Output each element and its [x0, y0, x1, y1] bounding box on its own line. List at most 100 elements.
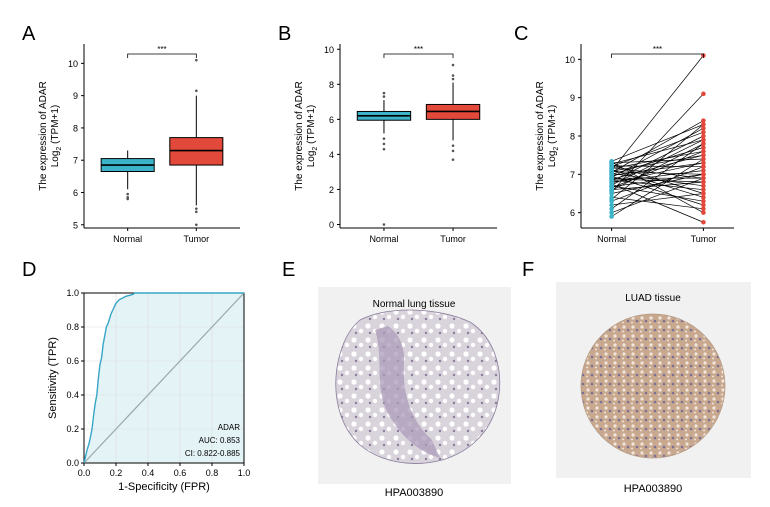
panel-label-d: D [22, 259, 36, 281]
x-tick-label: Normal [113, 234, 142, 244]
y-tick-label: 7 [73, 156, 78, 166]
tumor-point [701, 160, 706, 166]
normal-point [609, 202, 614, 208]
pair-line [611, 164, 704, 194]
outlier-point [126, 192, 129, 196]
y-tick-label: 9 [570, 93, 575, 103]
normal-point [609, 210, 614, 215]
normal-point [609, 159, 614, 164]
legend-title: ADAR [218, 423, 240, 432]
tissue-panel-e: Normal lung tissue HPA003890 [318, 287, 511, 499]
tissue-title-f: LUAD tissue [625, 293, 681, 304]
outlier-point [382, 91, 386, 95]
y-tick-label: 0.0 [66, 458, 79, 468]
tumor-point [701, 168, 706, 173]
outlier-point [382, 95, 386, 98]
normal-point [609, 168, 614, 174]
x-tick-label: Tumor [440, 234, 466, 244]
pair-line [611, 120, 704, 173]
y-axis-label-log-sub: 2 [56, 147, 63, 151]
x-tick-label: 0.2 [110, 468, 123, 478]
pair-line [611, 139, 704, 186]
y-tick-label: 10 [68, 59, 78, 69]
y-tick-label: 8 [570, 132, 575, 142]
outlier-point [195, 89, 198, 93]
pair-line [611, 175, 704, 206]
y-tick-label: 7 [570, 170, 575, 180]
tumor-point [701, 156, 706, 162]
outlier-point [382, 137, 386, 140]
y-tick-label: 6 [73, 188, 78, 198]
y-tick-label: 4 [329, 150, 334, 160]
y-tick-label: 0.8 [66, 322, 79, 332]
chart-d: 0.0 0.2 0.4 0.6 0.8 1.0 0.0 0.2 0.4 0.6 0.8 1.0 1-Sp… [47, 288, 250, 493]
tumor-point [701, 219, 706, 225]
normal-point [609, 188, 614, 193]
y-tick-label: 6 [329, 115, 334, 125]
normal-point [609, 206, 614, 212]
tissue-sample-e [335, 309, 501, 464]
legend-ci: CI: 0.822-0.885 [185, 449, 241, 458]
y-axis-label-log: Log2 (TPM+1) [50, 105, 63, 168]
y-tick-label: 0 [329, 220, 334, 230]
outlier-point [451, 77, 455, 81]
panel-label-f: F [522, 259, 534, 281]
significance-bracket [127, 53, 197, 58]
tumor-point [701, 118, 706, 123]
outlier-point [195, 223, 198, 227]
significance-label: *** [157, 45, 166, 54]
y-axis-label-log-rest: (TPM+1) [50, 105, 61, 147]
y-axis-label: The expression of ADAR [38, 81, 49, 191]
pair-line [611, 143, 704, 191]
significance-bracket [383, 53, 454, 58]
pair-line [611, 185, 704, 202]
panel-label-a: A [22, 23, 36, 45]
outlier-point [451, 158, 455, 161]
tumor-point [701, 149, 706, 154]
pair-line [611, 131, 704, 167]
y-axis-label-log-sub: 2 [312, 147, 319, 151]
y-tick-label: 0.6 [66, 356, 79, 366]
normal-point [609, 180, 614, 186]
tumor-point [701, 122, 706, 127]
x-tick-label: 1.0 [238, 468, 251, 478]
pair-line [611, 179, 704, 191]
tumor-point [701, 183, 706, 189]
y-tick-label: 5 [73, 220, 78, 230]
tumor-point [701, 195, 706, 200]
y-tick-label: 0.2 [66, 424, 79, 434]
outlier-point [126, 197, 129, 201]
x-tick-label: Normal [597, 234, 626, 244]
pair-line [611, 162, 704, 176]
tumor-point [701, 179, 706, 185]
y-axis-label-log: Log2 (TPM+1) [306, 105, 319, 168]
box-tumor [169, 137, 224, 166]
chart-a: The expression of ADAR Log2 (TPM+1) 5 6 7 8 9 1… [38, 44, 240, 244]
y-axis-label-log-sub: 2 [553, 147, 560, 151]
panel-label-e: E [282, 259, 295, 281]
tissue-title-e: Normal lung tissue [373, 299, 456, 310]
x-tick-label: Normal [369, 234, 398, 244]
pair-line [611, 183, 704, 223]
y-tick-label: 10 [565, 55, 575, 65]
tumor-point [701, 191, 706, 196]
y-axis-label: The expression of ADAR [294, 81, 305, 191]
tumor-point [701, 152, 706, 158]
outlier-point [382, 142, 386, 146]
chart-c: The expression of ADAR Log2 (TPM+1) 6 7 8 9 10… [535, 44, 734, 244]
x-tick-label: 0.0 [78, 468, 91, 478]
normal-point [609, 176, 614, 182]
roc-curve [83, 292, 244, 464]
outlier-point [195, 58, 198, 62]
normal-point [609, 195, 614, 200]
y-axis-label: The expression of ADAR [535, 81, 546, 191]
tumor-point [701, 141, 706, 146]
y-axis-label-log-main: Log [306, 151, 317, 168]
tissue-caption-e: HPA003890 [385, 487, 444, 499]
significance-bracket [611, 53, 704, 58]
normal-point [609, 214, 614, 219]
pair-line [611, 55, 704, 171]
pair-line [611, 165, 704, 168]
tumor-point [701, 210, 706, 215]
